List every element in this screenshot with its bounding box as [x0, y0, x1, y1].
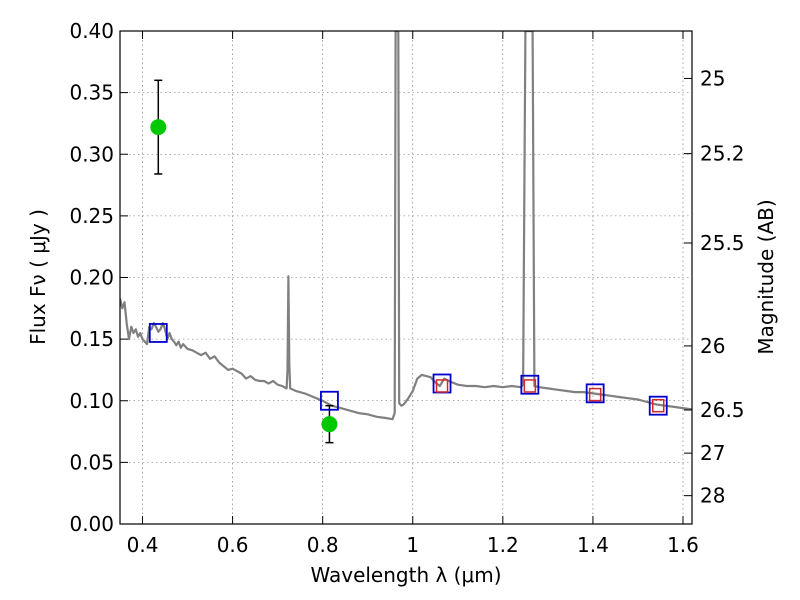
y-tick-label: 0.10 [69, 389, 114, 413]
y-tick-label: 0.20 [69, 266, 114, 290]
y2-axis: 25 25.2 25.5 26 26.5 27 28 [684, 66, 745, 508]
x-tick-label: 0.6 [217, 533, 249, 557]
x-tick-label: 1.2 [487, 533, 519, 557]
model-inner-marker [435, 379, 449, 393]
model-inner-marker [523, 379, 537, 393]
error-bar-layer [148, 79, 668, 444]
model-inner-marker [588, 387, 602, 402]
grid-lines [120, 31, 692, 524]
y2-tick-label: 26.5 [700, 398, 745, 422]
y-tick-label: 0.05 [69, 450, 114, 474]
x-axis: 0.4 0.6 0.8 1 1.2 1.4 1.6 [127, 31, 699, 557]
y2-axis-label: Magnitude (AB) [754, 199, 778, 354]
y2-tick-label: 25.5 [700, 231, 745, 255]
x-tick-label: 1.6 [667, 533, 699, 557]
y2-tick-label: 27 [700, 441, 725, 465]
y-tick-label: 0.00 [69, 512, 114, 536]
model-inner-marker [651, 398, 665, 413]
y-axis-label: Flux Fν ( μJy ) [26, 209, 50, 345]
x-tick-label: 1 [406, 533, 419, 557]
y2-tick-label: 25 [700, 66, 725, 90]
x-tick-label: 1.4 [577, 533, 609, 557]
y2-tick-label: 25.2 [700, 142, 745, 166]
x-axis-label: Wavelength λ (μm) [310, 563, 501, 587]
model-box-marker [320, 390, 339, 411]
model-box-marker [520, 374, 540, 395]
observed-point [321, 416, 338, 433]
x-tick-label: 0.8 [307, 533, 339, 557]
y-tick-label: 0.40 [69, 19, 114, 43]
observed-point [150, 119, 167, 136]
y2-tick-label: 28 [700, 484, 725, 508]
x-tick-label: 0.4 [127, 533, 159, 557]
y-tick-label: 0.25 [69, 204, 114, 228]
y-tick-label: 0.15 [69, 327, 114, 351]
y-tick-label: 0.35 [69, 81, 114, 105]
model-box-marker [585, 383, 605, 404]
y-axis: 0.00 0.05 0.10 0.15 0.20 0.25 0.30 0.35 0.40 [69, 19, 128, 536]
model-box-marker [148, 323, 168, 343]
model-box-marker [648, 395, 668, 416]
y2-tick-label: 26 [700, 334, 725, 358]
y-tick-label: 0.30 [69, 142, 114, 166]
